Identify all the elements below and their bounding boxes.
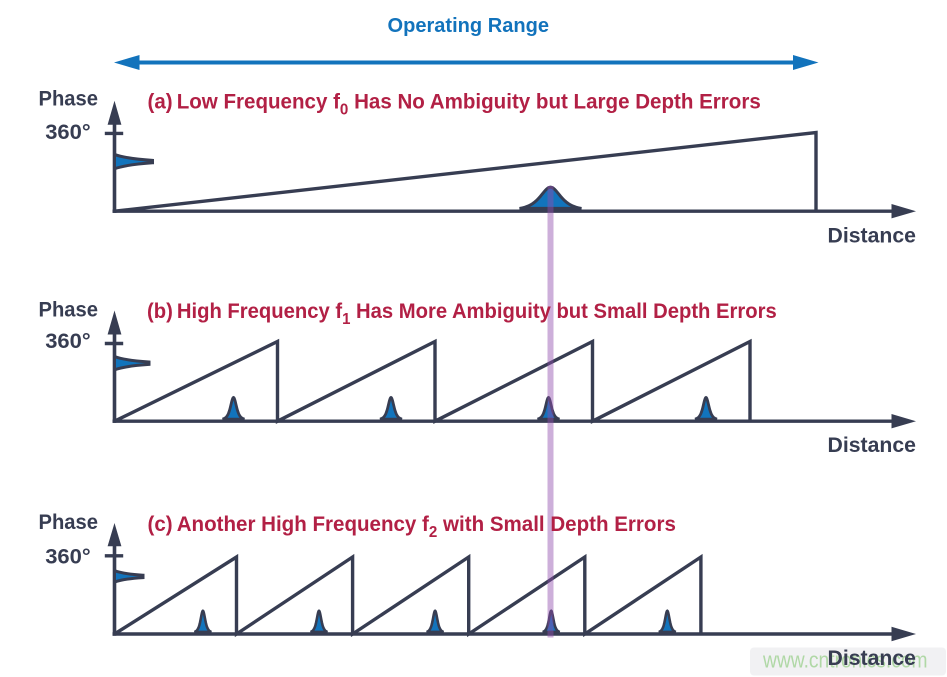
svg-text:360°: 360° (45, 120, 91, 143)
svg-text:Phase: Phase (39, 87, 98, 110)
svg-text:Distance: Distance (828, 647, 917, 670)
svg-text:360°: 360° (45, 545, 91, 568)
svg-text:(c) Another High Frequency f2​: (c) Another High Frequency f2​ with Smal… (148, 513, 676, 541)
svg-text:www.cntronics.com: www.cntronics.com (762, 648, 927, 673)
svg-text:(b) High Frequency f1​ Has Mor: (b) High Frequency f1​ Has More Ambiguit… (147, 300, 777, 328)
svg-text:Distance: Distance (828, 434, 917, 457)
svg-text:360°: 360° (45, 329, 91, 352)
svg-text:Distance: Distance (828, 225, 917, 248)
svg-text:(a) Low Frequency f0​ Has No A: (a) Low Frequency f0​ Has No Ambiguity b… (148, 90, 761, 118)
svg-text:Operating Range: Operating Range (388, 15, 549, 37)
svg-text:Phase: Phase (39, 298, 98, 321)
svg-text:Phase: Phase (39, 510, 98, 533)
